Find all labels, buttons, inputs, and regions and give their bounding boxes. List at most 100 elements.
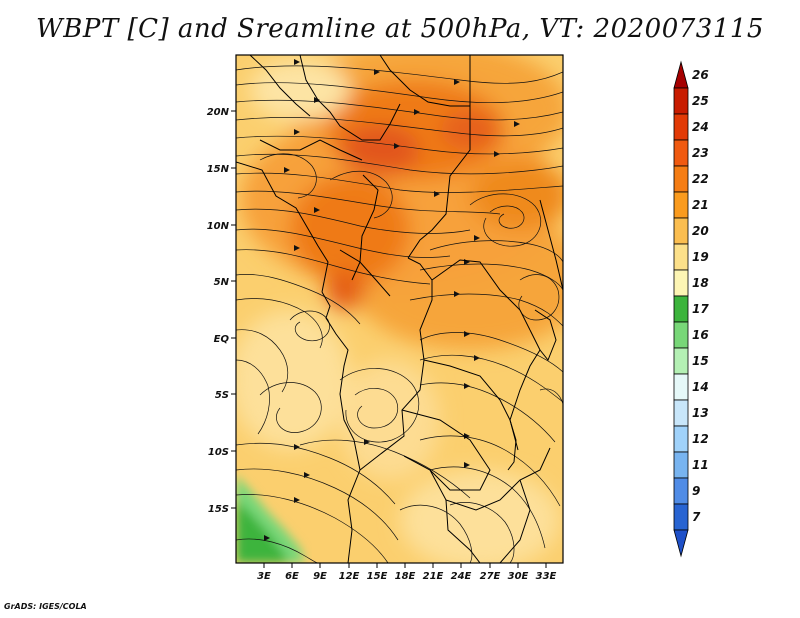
colorbar-label: 26 xyxy=(692,68,709,82)
arrowhead xyxy=(454,79,460,85)
arrowhead xyxy=(294,59,300,65)
colorbar-segment xyxy=(673,503,689,531)
lon-label: 6E xyxy=(285,571,299,582)
border xyxy=(299,55,401,141)
shading-dark-green xyxy=(236,500,288,563)
colorbar-label: 18 xyxy=(692,276,709,290)
colorbar-label: 20 xyxy=(692,224,709,238)
streamlines xyxy=(236,65,563,563)
lat-label: 10S xyxy=(208,447,229,458)
streamline xyxy=(236,82,563,104)
chart-title: WBPT [C] and Sreamline at 500hPa, VT: 20… xyxy=(36,14,764,44)
lat-label: 5N xyxy=(214,277,230,288)
lake-victoria xyxy=(534,309,557,361)
colorbar-segment xyxy=(673,113,689,141)
border xyxy=(249,55,311,117)
streamline xyxy=(236,153,563,175)
colorbar-label: 7 xyxy=(692,510,701,524)
colorbar-label: 11 xyxy=(692,458,709,472)
lat-label: 20N xyxy=(207,107,230,118)
arrowhead xyxy=(474,355,480,361)
colorbar-segment xyxy=(673,191,689,219)
colorbar-segment xyxy=(673,425,689,453)
arrowhead xyxy=(464,383,470,389)
border xyxy=(407,106,471,259)
shading-cool-nw xyxy=(250,60,350,120)
streamline xyxy=(236,494,389,563)
colorbar-label: 9 xyxy=(692,484,700,498)
border xyxy=(431,259,531,331)
shading-cool-sw xyxy=(236,310,350,450)
longitude-axis: 3E 6E 9E 12E 15E 18E 21E 24E 27E 30E 33E xyxy=(257,563,557,582)
shading-hot-east xyxy=(470,160,563,230)
colorbar-label: 14 xyxy=(692,380,709,394)
arrowhead xyxy=(304,472,310,478)
streamline-vortex xyxy=(289,310,330,342)
colorbar-label: 23 xyxy=(692,146,709,160)
streamline xyxy=(236,228,451,258)
colorbar-label: 25 xyxy=(692,94,709,108)
colorbar-segment xyxy=(673,373,689,401)
border xyxy=(236,161,329,293)
lon-label: 15E xyxy=(367,571,388,582)
streamline xyxy=(236,190,501,215)
lake-malawi xyxy=(507,419,517,471)
map-frame xyxy=(235,54,564,564)
border xyxy=(351,174,379,281)
colorbar-label: 16 xyxy=(692,328,709,342)
coastline-west xyxy=(321,291,361,563)
streamline xyxy=(236,99,563,121)
streamline xyxy=(236,298,323,349)
arrowhead xyxy=(514,121,520,127)
colorbar-label: 13 xyxy=(692,406,709,420)
lon-label: 30E xyxy=(508,571,529,582)
arrowhead xyxy=(474,235,480,241)
arrowhead xyxy=(294,497,300,503)
streamline-vortex xyxy=(354,388,398,429)
colorbar: 26 25 24 23 22 21 20 19 18 17 16 15 14 13 12 11 9 7 xyxy=(673,60,709,558)
arrowhead xyxy=(374,69,380,75)
arrowhead xyxy=(454,291,460,297)
streamline xyxy=(259,153,317,199)
streamline xyxy=(299,439,471,499)
colorbar-label: 12 xyxy=(692,432,709,446)
streamline xyxy=(419,263,563,291)
lon-label: 9E xyxy=(313,571,327,582)
arrowhead xyxy=(294,245,300,251)
streamline xyxy=(236,117,563,137)
streamline xyxy=(539,388,563,405)
streamline-vortex xyxy=(489,205,525,229)
lat-label: 15S xyxy=(208,504,229,515)
colorbar-segment xyxy=(673,217,689,245)
streamline-vortex xyxy=(259,382,322,433)
shading-cool-center xyxy=(340,360,440,480)
colorbar-segment xyxy=(673,139,689,167)
shading-hot-core-west xyxy=(325,270,365,310)
streamline xyxy=(236,274,361,325)
colorbar-label: 19 xyxy=(692,250,709,264)
grads-credit: GrADS: IGES/COLA xyxy=(4,602,87,611)
streamline xyxy=(399,504,473,563)
arrowhead xyxy=(464,462,470,468)
arrowhead xyxy=(494,151,500,157)
lon-label: 27E xyxy=(480,571,501,582)
lat-label: 15N xyxy=(207,164,230,175)
arrowhead xyxy=(394,143,400,149)
lon-label: 33E xyxy=(536,571,557,582)
streamline xyxy=(409,293,563,327)
border xyxy=(445,499,481,563)
arrowhead xyxy=(434,191,440,197)
streamline xyxy=(236,538,319,563)
colorbar-bottom-arrow xyxy=(673,529,689,558)
arrowhead xyxy=(314,97,320,103)
colorbar-segment xyxy=(673,399,689,427)
streamline xyxy=(329,170,393,219)
temperature-shading xyxy=(236,55,563,563)
latitude-axis: 20N 15N 10N 5N EQ 5S 10S 15S xyxy=(207,107,236,515)
streamline xyxy=(236,65,563,84)
streamline xyxy=(419,332,563,373)
streamline xyxy=(419,382,556,443)
arrowhead xyxy=(314,207,320,213)
colorbar-label: 17 xyxy=(692,302,709,316)
country-borders xyxy=(236,55,563,563)
